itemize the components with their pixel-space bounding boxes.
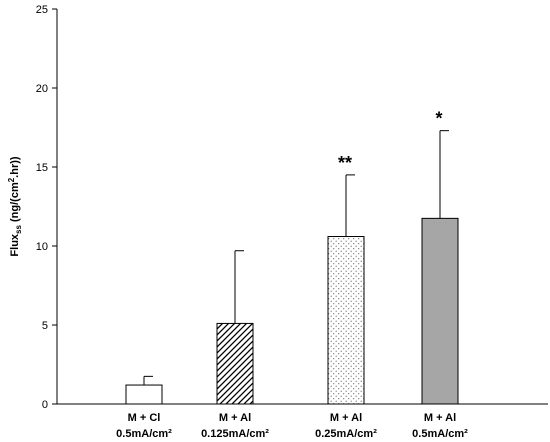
x-category-label-1: M + Cl — [128, 412, 161, 424]
y-tick-label: 20 — [36, 83, 48, 95]
x-category-sublabel-2: 0.125mA/cm² — [201, 428, 269, 440]
y-axis-title-sup: 2 — [7, 177, 16, 182]
y-axis-title-main: Flux — [9, 233, 21, 256]
y-axis-title-sub: ss — [14, 225, 23, 234]
x-category-label-3: M + Al — [330, 412, 362, 424]
y-tick-label: 25 — [36, 4, 48, 16]
significance-marker-3: ** — [338, 153, 352, 173]
y-tick-label: 15 — [36, 162, 48, 174]
x-category-sublabel-4: 0.5mA/cm² — [412, 428, 468, 440]
bar-4 — [421, 217, 459, 405]
y-axis-title-tail: .hr)) — [9, 156, 21, 178]
axes: 0 5 10 15 20 25 Fluxss (ng/(cm2.hr)) — [7, 4, 548, 411]
significance-marker-4: * — [435, 109, 442, 129]
x-category-sublabel-1: 0.5mA/cm² — [116, 428, 172, 440]
labels: M + Cl 0.5mA/cm² M + Al 0.125mA/cm² ** M + Al… — [116, 109, 468, 440]
x-category-label-4: M + Al — [424, 412, 456, 424]
bars — [125, 130, 459, 405]
y-tick-label: 10 — [36, 241, 48, 253]
bar-3 — [327, 236, 365, 405]
bar-2 — [216, 322, 254, 405]
y-tick-label: 5 — [42, 320, 48, 332]
y-tick-label: 0 — [42, 399, 48, 411]
y-axis-title: Fluxss (ng/(cm2.hr)) — [7, 156, 23, 256]
y-axis-title-rest: (ng/(cm — [9, 182, 21, 225]
bar-1 — [125, 384, 163, 405]
x-category-label-2: M + Al — [219, 412, 251, 424]
x-category-sublabel-3: 0.25mA/cm² — [315, 428, 377, 440]
